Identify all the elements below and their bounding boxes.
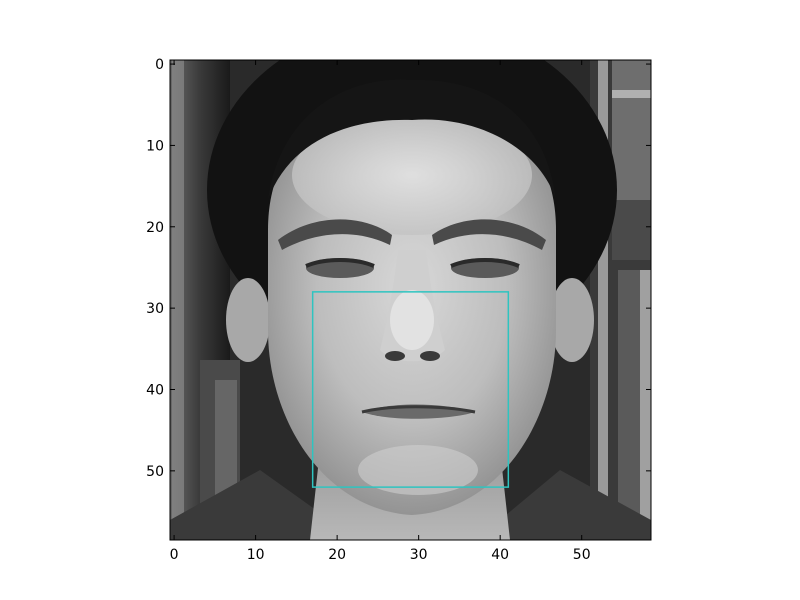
y-tick-label: 0 [155,57,164,73]
y-tick-label: 30 [146,301,164,317]
x-tick-label: 20 [328,547,346,563]
x-tick-label: 0 [170,547,179,563]
face-image [170,60,651,540]
axes-frame [169,59,652,541]
x-tick-label: 30 [410,547,428,563]
y-tick-label: 20 [146,220,164,236]
y-tick-label: 50 [146,464,164,480]
x-tick-label: 50 [573,547,591,563]
x-tick-label: 40 [491,547,509,563]
x-tick-label: 10 [247,547,265,563]
x-axis: 0 10 20 30 40 50 [170,60,591,563]
y-axis: 0 10 20 30 40 50 [146,57,651,480]
y-tick-label: 40 [146,382,164,398]
y-tick-label: 10 [146,138,164,154]
annotation-layer [311,291,510,488]
bounding-box-annotation [311,291,510,488]
